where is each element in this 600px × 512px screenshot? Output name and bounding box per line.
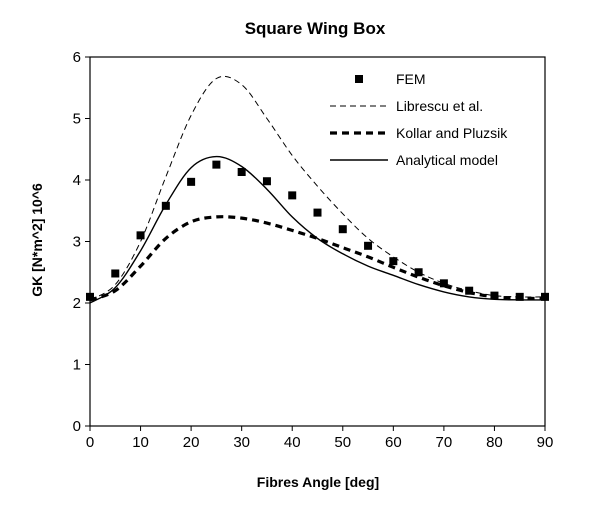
x-tick-label: 30 <box>233 434 250 451</box>
series-layer <box>86 75 549 304</box>
series-analytical-model <box>89 155 546 304</box>
series-fem <box>86 160 549 301</box>
series-line <box>89 155 546 304</box>
legend-item: Analytical model <box>330 152 498 168</box>
x-tick-label: 20 <box>183 434 200 451</box>
x-tick-label: 60 <box>385 434 402 451</box>
fem-marker <box>136 231 145 240</box>
fem-marker <box>288 191 297 200</box>
fem-marker <box>313 208 322 217</box>
legend: FEM Librescu et al. Kollar and Pluzsik Anal… <box>330 71 508 168</box>
x-tick-label: 90 <box>537 434 554 451</box>
fem-marker <box>389 257 398 266</box>
fem-marker <box>338 225 347 234</box>
legend-item: Kollar and Pluzsik <box>330 125 508 141</box>
y-tick-label: 3 <box>73 234 81 251</box>
chart-title: Square Wing Box <box>245 19 386 38</box>
series-line <box>89 215 546 302</box>
fem-marker <box>187 177 196 186</box>
x-tick-label: 10 <box>132 434 149 451</box>
fem-marker <box>237 168 246 177</box>
legend-label: Kollar and Pluzsik <box>396 125 508 141</box>
legend-item: FEM <box>355 71 426 87</box>
y-tick-label: 2 <box>73 295 81 312</box>
y-tick-label: 6 <box>73 49 81 66</box>
x-tick-label: 50 <box>334 434 351 451</box>
fem-marker <box>212 160 221 169</box>
y-tick-label: 4 <box>73 172 81 189</box>
legend-label: FEM <box>396 71 426 87</box>
legend-label: Analytical model <box>396 152 498 168</box>
x-tick-label: 40 <box>284 434 301 451</box>
series-librescu-et-al <box>89 75 546 301</box>
fem-marker <box>541 292 549 301</box>
fem-marker <box>364 241 373 250</box>
y-tick-label: 1 <box>73 357 81 374</box>
series-line <box>89 75 546 301</box>
x-tick-label: 70 <box>436 434 453 451</box>
y-axis-label: GK [N*m^2] 10^6 <box>29 183 45 297</box>
fem-marker <box>439 279 448 288</box>
x-axis-label: Fibres Angle [deg] <box>257 474 379 490</box>
legend-label: Librescu et al. <box>396 98 483 114</box>
fem-marker <box>262 177 271 186</box>
x-tick-label: 80 <box>486 434 503 451</box>
fem-marker <box>111 269 120 278</box>
fem-marker <box>86 292 94 301</box>
fem-marker <box>414 268 423 277</box>
legend-marker <box>355 75 363 83</box>
y-tick-label: 5 <box>73 111 81 128</box>
y-tick-label: 0 <box>73 418 81 435</box>
legend-item: Librescu et al. <box>330 98 483 114</box>
series-kollar-and-pluzsik <box>89 215 546 302</box>
x-tick-label: 0 <box>86 434 94 451</box>
